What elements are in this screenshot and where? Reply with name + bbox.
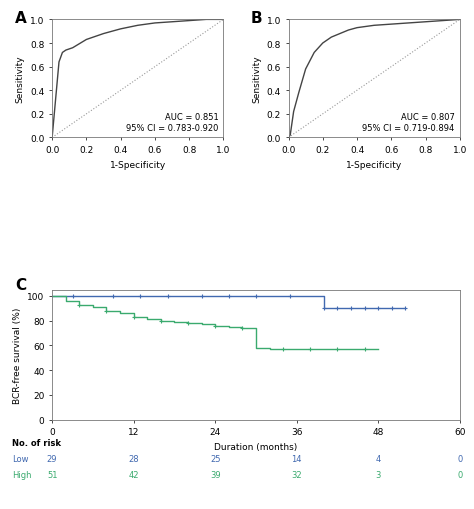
Text: B: B bbox=[251, 11, 263, 26]
Text: 42: 42 bbox=[128, 470, 139, 479]
Y-axis label: Sensitivity: Sensitivity bbox=[252, 55, 261, 103]
X-axis label: 1-Specificity: 1-Specificity bbox=[346, 160, 402, 169]
Text: No. of risk: No. of risk bbox=[12, 438, 61, 447]
Text: 0: 0 bbox=[457, 455, 463, 464]
Y-axis label: Sensitivity: Sensitivity bbox=[16, 55, 25, 103]
Text: High: High bbox=[12, 470, 31, 479]
Text: 25: 25 bbox=[210, 455, 220, 464]
Text: 4: 4 bbox=[375, 455, 381, 464]
X-axis label: 1-Specificity: 1-Specificity bbox=[109, 160, 166, 169]
Text: A: A bbox=[15, 11, 26, 26]
Text: 0: 0 bbox=[457, 470, 463, 479]
X-axis label: Duration (months): Duration (months) bbox=[214, 442, 298, 451]
Text: 39: 39 bbox=[210, 470, 220, 479]
Text: Low: Low bbox=[12, 455, 28, 464]
Text: C: C bbox=[16, 277, 27, 292]
Text: 29: 29 bbox=[47, 455, 57, 464]
Text: 3: 3 bbox=[375, 470, 381, 479]
Text: 28: 28 bbox=[128, 455, 139, 464]
Text: 32: 32 bbox=[292, 470, 302, 479]
Text: 14: 14 bbox=[292, 455, 302, 464]
Y-axis label: BCR-free survival (%): BCR-free survival (%) bbox=[13, 307, 22, 403]
Text: AUC = 0.851
95% CI = 0.783-0.920: AUC = 0.851 95% CI = 0.783-0.920 bbox=[126, 113, 219, 132]
Text: 51: 51 bbox=[47, 470, 57, 479]
Text: AUC = 0.807
95% CI = 0.719-0.894: AUC = 0.807 95% CI = 0.719-0.894 bbox=[363, 113, 455, 132]
